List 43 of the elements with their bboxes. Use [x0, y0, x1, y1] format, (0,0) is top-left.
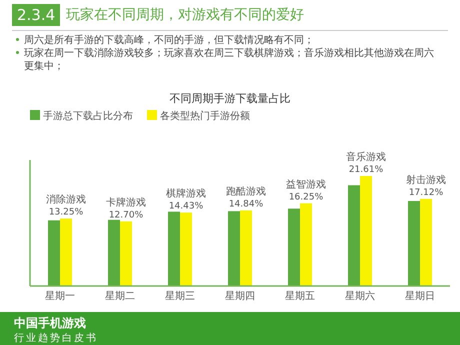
x-tick-label: 星期二	[105, 290, 135, 302]
bar	[240, 210, 252, 286]
legend-item: 各类型热门手游份额	[147, 110, 250, 122]
bar	[60, 218, 72, 286]
bar	[408, 200, 420, 286]
chart-subtitle: 不同周期手游下载量占比	[170, 92, 290, 105]
text: 玩家在周一下载消除游戏较多；玩家喜欢在周三下载棋牌游戏；音乐游戏相比其他游戏在周六更集中；	[24, 47, 435, 73]
data-label: 14.84%	[228, 199, 264, 210]
annotation: 消除游戏	[46, 194, 86, 206]
bar	[180, 212, 192, 286]
data-label: 21.61%	[348, 165, 384, 175]
bar	[48, 220, 60, 286]
x-tick-label: 星期日	[405, 290, 435, 302]
x-tick-label: 星期六	[345, 290, 375, 302]
bar	[228, 211, 240, 286]
annotation: 卡牌游戏	[106, 196, 146, 208]
text: 周六是所有手游的下载高峰，不同的手游，但下载情况略有不同；	[24, 34, 315, 47]
data-label: 12.70%	[108, 210, 144, 220]
annotation: 益智游戏	[286, 178, 326, 190]
bar	[420, 198, 432, 286]
text: 行业趋势白皮书	[14, 332, 98, 345]
legend-item: 手游总下载占比分布	[30, 110, 133, 122]
annotation: 跑酷游戏	[226, 185, 266, 198]
bar	[108, 220, 120, 286]
bar	[120, 221, 132, 286]
annotation: 射击游戏	[406, 174, 446, 186]
bar	[300, 203, 312, 286]
data-label: 17.12%	[408, 188, 444, 198]
annotation: 音乐游戏	[346, 151, 386, 163]
x-tick-label: 星期一	[45, 290, 75, 302]
bar	[360, 176, 372, 286]
x-tick-label: 星期五	[285, 290, 315, 302]
bar	[288, 208, 300, 286]
bar	[348, 185, 360, 286]
chart-title: 2.3.4 玩家在不同周期，对游戏有不同的爱好	[16, 5, 304, 26]
x-tick-label: 星期三	[165, 290, 195, 302]
text: 中国手机游戏	[14, 315, 86, 332]
data-label: 16.25%	[288, 192, 324, 202]
x-tick-label: 星期四	[225, 290, 255, 302]
bar	[168, 212, 180, 286]
annotation: 棋牌游戏	[166, 188, 206, 200]
data-label: 14.43%	[168, 202, 204, 212]
data-label: 13.25%	[48, 208, 84, 218]
